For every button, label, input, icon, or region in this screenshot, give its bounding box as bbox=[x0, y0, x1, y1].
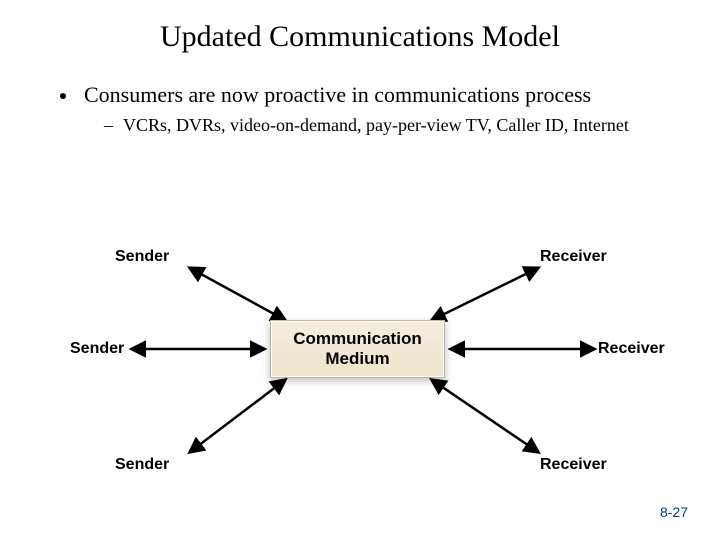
slide-title: Updated Communications Model bbox=[0, 20, 720, 54]
bullet-dot-icon bbox=[60, 93, 66, 99]
slide-number: 8-27 bbox=[660, 504, 688, 520]
arrow-sender_bl bbox=[190, 380, 285, 452]
bullet-1-text: Consumers are now proactive in communica… bbox=[84, 82, 591, 108]
node-receiver_br: Receiver bbox=[540, 456, 607, 474]
bullet-list: Consumers are now proactive in communica… bbox=[0, 82, 720, 137]
arrow-receiver_br bbox=[432, 380, 538, 452]
node-sender_ml: Sender bbox=[70, 340, 124, 358]
bullet-level-1: Consumers are now proactive in communica… bbox=[78, 82, 650, 108]
dash-icon: – bbox=[104, 114, 113, 137]
node-sender_bl: Sender bbox=[115, 456, 169, 474]
node-receiver_tr: Receiver bbox=[540, 248, 607, 266]
medium-box-label: Communication Medium bbox=[279, 329, 436, 370]
communication-medium-box: Communication Medium bbox=[270, 320, 445, 378]
node-sender_tl: Sender bbox=[115, 248, 169, 266]
communication-model-diagram: Communication Medium Sender Receiver Sende… bbox=[60, 240, 660, 490]
arrow-sender_tl bbox=[190, 268, 285, 320]
bullet-level-2: – VCRs, DVRs, video-on-demand, pay-per-v… bbox=[78, 114, 650, 137]
arrow-receiver_tr bbox=[432, 268, 538, 320]
node-receiver_mr: Receiver bbox=[598, 340, 665, 358]
bullet-2-text: VCRs, DVRs, video-on-demand, pay-per-vie… bbox=[123, 114, 629, 137]
